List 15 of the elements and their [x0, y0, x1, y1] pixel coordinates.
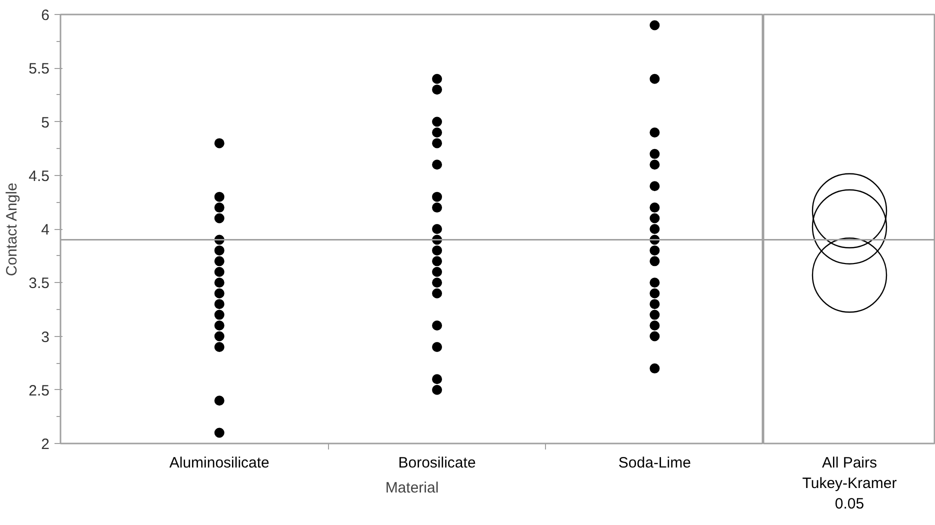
- y-tick-label: 3.5: [28, 275, 50, 292]
- y-tick-label: 2: [41, 436, 50, 453]
- x-tick-label: All Pairs Tukey-Kramer 0.05: [802, 454, 897, 512]
- y-tick-label: 2.5: [28, 382, 50, 400]
- x-tick-label: Aluminosilicate: [169, 454, 270, 472]
- y-axis-title: Contact Angle: [4, 182, 21, 276]
- y-tick-label: 4: [41, 222, 50, 238]
- y-tick-label: 5: [41, 114, 50, 132]
- x-tick-label: Borosilicate: [398, 454, 476, 472]
- x-tick-label: Soda-Lime: [618, 454, 691, 472]
- x-axis-title: Material: [385, 480, 439, 496]
- y-tick-label: 4.5: [28, 168, 50, 185]
- y-tick-label: 3: [41, 328, 50, 346]
- y-tick-label: 6: [41, 7, 50, 24]
- y-tick-label: 5.5: [28, 60, 50, 78]
